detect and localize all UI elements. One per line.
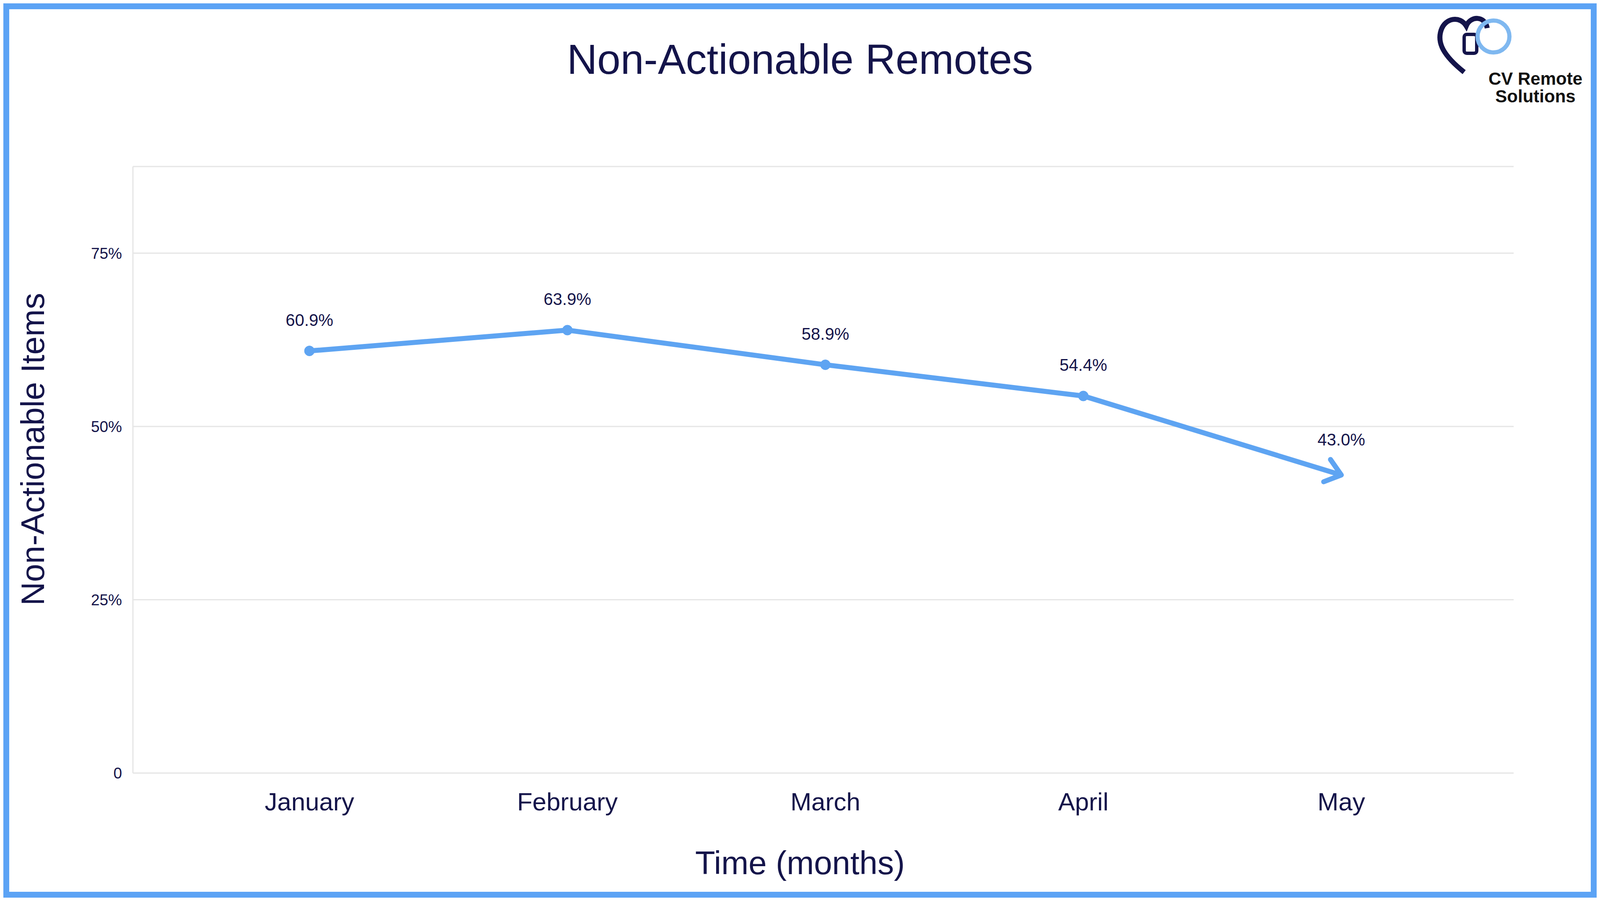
svg-text:43.0%: 43.0% [1317, 430, 1365, 449]
svg-text:January: January [264, 787, 354, 816]
html-text:Non-Actionable Items: Non-Actionable Items [14, 292, 51, 606]
svg-text:February: February [516, 787, 618, 816]
svg-text:0: 0 [113, 764, 123, 782]
svg-text:60.9%: 60.9% [285, 310, 333, 330]
svg-text:May: May [1317, 787, 1365, 816]
html-text:Time (months): Time (months) [695, 844, 905, 881]
svg-text:April: April [1058, 787, 1109, 816]
svg-text:63.9%: 63.9% [543, 289, 592, 309]
html-text:Non-Actionable Remotes: Non-Actionable Remotes [566, 35, 1034, 83]
svg-text:58.9%: 58.9% [801, 324, 850, 343]
svg-text:25%: 25% [90, 591, 123, 609]
html-text:CV Remote Solutions: CV Remote Solutions [1488, 68, 1583, 107]
svg-text:50%: 50% [90, 418, 123, 436]
svg-text:75%: 75% [90, 244, 123, 263]
svg-text:March: March [790, 787, 861, 816]
svg-text:54.4%: 54.4% [1059, 355, 1107, 375]
